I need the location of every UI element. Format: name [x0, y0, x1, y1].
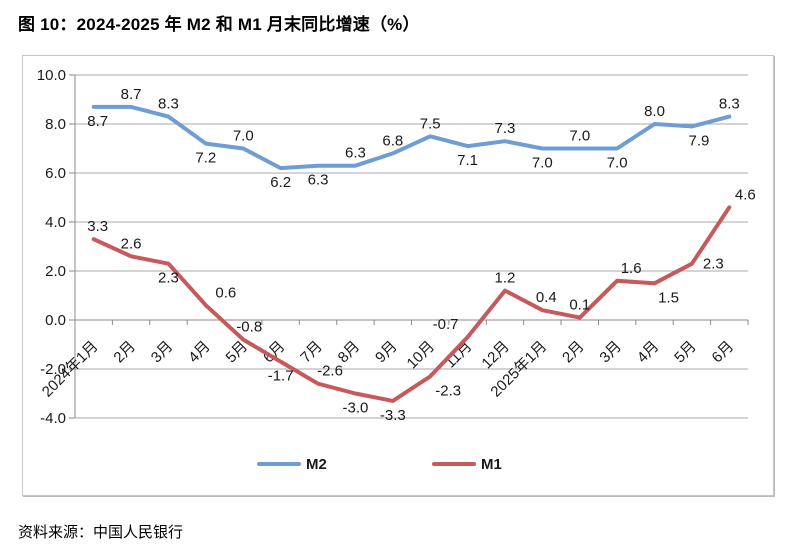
x-axis-label: 3月: [148, 338, 177, 367]
y-axis-label: 10.0: [37, 67, 66, 84]
y-axis-label: 4.0: [45, 214, 66, 231]
data-label-m2: 8.7: [87, 113, 108, 130]
legend-label-m2: M2: [306, 456, 327, 473]
data-label-m1: 4.6: [735, 186, 756, 203]
data-label-m2: 6.2: [270, 174, 291, 191]
y-axis-label: -4.0: [40, 410, 66, 427]
data-label-m1: 0.1: [569, 297, 590, 314]
data-label-m2: 8.0: [644, 103, 665, 120]
data-label-m2: 7.1: [457, 152, 478, 169]
data-label-m1: 2.6: [121, 235, 142, 252]
data-label-m1: -2.3: [435, 382, 461, 399]
data-label-m1: 2.3: [703, 256, 724, 273]
x-axis-label: 3月: [596, 338, 625, 367]
data-label-m2: 6.3: [345, 145, 366, 162]
x-axis-label: 9月: [372, 338, 401, 367]
y-axis-label: -2.0: [40, 361, 66, 378]
x-axis-label: 4月: [185, 338, 214, 367]
x-axis-label: 2月: [559, 338, 588, 367]
x-axis-label: 10月: [404, 338, 438, 372]
data-label-m2: 7.5: [420, 115, 441, 132]
data-label-m2: 7.3: [495, 120, 516, 137]
series-line-m2: [91, 104, 732, 171]
data-label-m2: 7.2: [195, 150, 216, 167]
x-axis-label: 11月: [442, 338, 476, 372]
y-axis-label: 2.0: [45, 263, 66, 280]
data-label-m1: 3.3: [87, 218, 108, 235]
legend-label-m1: M1: [481, 456, 502, 473]
data-label-m2: 7.0: [569, 128, 590, 145]
data-label-m2: 8.3: [719, 96, 740, 113]
data-label-m2: 7.0: [532, 155, 553, 172]
data-label-m1: -0.7: [433, 316, 459, 333]
y-axis-label: 0.0: [45, 312, 66, 329]
x-axis-label: 6月: [709, 338, 738, 367]
x-axis-label: 4月: [634, 338, 663, 367]
data-label-m1: -3.0: [342, 400, 368, 417]
data-label-m1: 2.3: [158, 270, 179, 287]
y-axis-label: 8.0: [45, 116, 66, 133]
data-label-m1: 1.6: [621, 260, 642, 277]
data-label-m1: -3.3: [380, 407, 406, 424]
data-label-m2: 8.7: [121, 86, 142, 103]
chart-container: 10.0 8.0 6.0 4.0 2.0 0.0 -2.0 -4.0 2024年1月 2月 3月 4月…: [22, 55, 774, 496]
data-label-m1: 1.5: [658, 289, 679, 306]
data-label-m2: 6.3: [308, 172, 329, 189]
source-note: 资料来源：中国人民银行: [18, 524, 184, 541]
x-axis-label: 2月: [110, 338, 139, 367]
data-label-m1: 1.2: [495, 270, 516, 287]
data-label-m2: 7.9: [688, 132, 709, 149]
data-label-m2: 8.3: [158, 96, 179, 113]
data-label-m2: 6.8: [382, 132, 403, 149]
x-axis-label: 5月: [671, 338, 700, 367]
data-label-m1: -0.8: [236, 319, 262, 336]
data-label-m1: 0.4: [536, 289, 557, 306]
series-line-m1: [91, 205, 732, 403]
y-axis-label: 6.0: [45, 165, 66, 182]
data-label-m1: -1.7: [268, 368, 294, 385]
data-label-m2: 7.0: [233, 128, 254, 145]
data-label-m2: 7.0: [607, 155, 628, 172]
data-label-m1: -2.6: [317, 363, 343, 380]
data-label-m1: 0.6: [215, 284, 236, 301]
chart-title: 图 10：2024-2025 年 M2 和 M1 月末同比增速（%）: [18, 15, 420, 34]
